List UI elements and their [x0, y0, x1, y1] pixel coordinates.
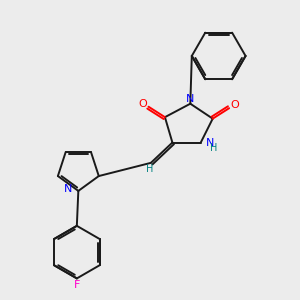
Text: N: N	[185, 94, 194, 103]
Text: O: O	[139, 99, 148, 109]
Text: N: N	[63, 184, 72, 194]
Text: O: O	[230, 100, 239, 110]
Text: H: H	[210, 143, 217, 153]
Text: H: H	[146, 164, 153, 174]
Text: N: N	[206, 138, 214, 148]
Text: F: F	[74, 280, 80, 290]
